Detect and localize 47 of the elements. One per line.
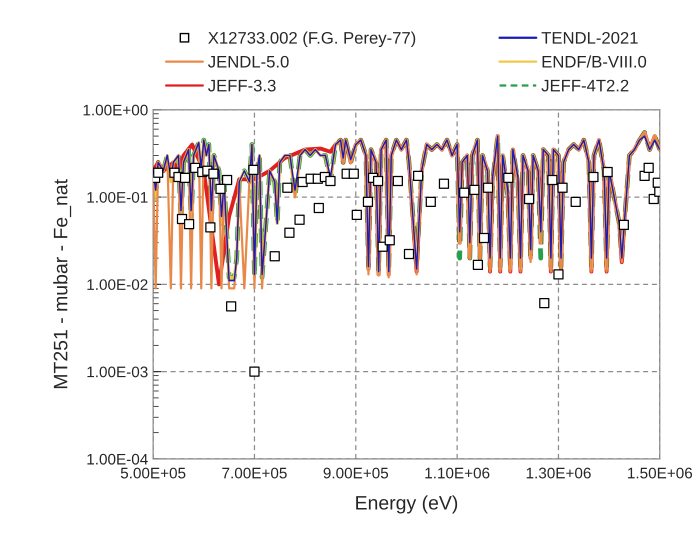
point <box>222 174 232 186</box>
x-tick-label: 5.00E+05 <box>120 468 186 478</box>
point <box>362 196 374 208</box>
point <box>557 182 568 193</box>
x-tick-label: 1.10E+06 <box>425 468 490 478</box>
point <box>205 222 216 232</box>
point <box>459 188 470 198</box>
point <box>249 366 260 377</box>
legend-label: TENDL-2021 <box>542 32 638 44</box>
point <box>372 176 384 186</box>
legend-label: JEFF-3.3 <box>208 80 276 92</box>
point <box>524 194 534 204</box>
x-tick-label: 1.30E+06 <box>526 468 591 478</box>
y-axis-title: MT251 - mubar - Fe_nat <box>53 179 72 388</box>
point <box>248 164 259 175</box>
point <box>602 166 613 178</box>
point <box>618 220 629 230</box>
legend-label: X12733.002 (F.G. Perey-77) <box>208 32 416 48</box>
point <box>478 232 490 244</box>
x-tick-label: 1.50E+06 <box>628 468 692 478</box>
point <box>412 170 424 181</box>
y-tick-label: 1.00E-04 <box>87 454 148 465</box>
y-tick-label: 1.00E-03 <box>87 366 148 378</box>
point <box>325 176 336 186</box>
point <box>547 174 558 186</box>
point <box>180 172 190 183</box>
y-tick-label: 1.00E-02 <box>87 279 148 290</box>
x-axis-title: Energy (eV) <box>356 495 458 514</box>
point <box>503 172 514 183</box>
legend-label: JEFF-4T2.2 <box>541 80 628 92</box>
point <box>215 184 226 194</box>
y-tick-label: 1.00E+00 <box>84 104 148 116</box>
point <box>553 269 564 280</box>
x-tick-label: 7.00E+05 <box>222 468 287 478</box>
point <box>482 182 494 193</box>
point <box>469 184 480 195</box>
point <box>208 168 219 179</box>
y-tick-label: 1.00E-01 <box>87 192 148 203</box>
legend-label: JENDL-5.0 <box>208 56 289 68</box>
point <box>184 218 194 230</box>
legend-label: ENDF/B-VIII.0 <box>542 55 646 68</box>
point <box>404 248 414 260</box>
point <box>348 168 359 179</box>
point <box>153 168 164 178</box>
point <box>588 172 599 182</box>
x-tick-label: 9.00E+05 <box>324 468 388 478</box>
point <box>384 235 395 246</box>
